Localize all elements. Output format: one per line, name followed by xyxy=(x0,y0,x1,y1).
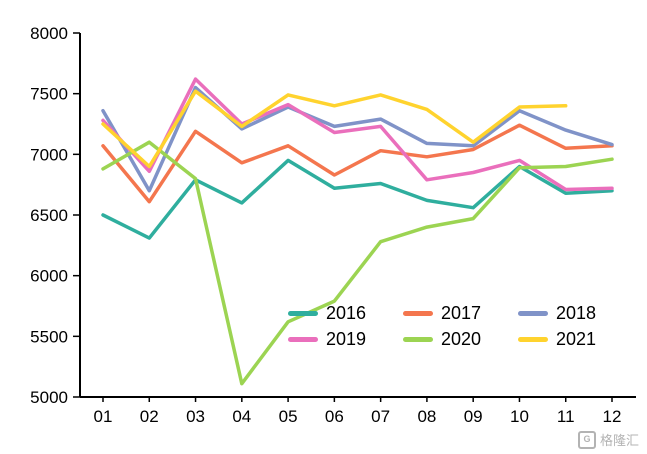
legend-swatch-2019 xyxy=(288,336,318,342)
x-axis-tick-label: 05 xyxy=(279,407,298,426)
legend-label-2019: 2019 xyxy=(326,329,367,349)
x-axis-tick-label: 10 xyxy=(510,407,529,426)
legend-swatch-2021 xyxy=(518,336,548,342)
x-axis-tick-label: 12 xyxy=(603,407,622,426)
x-axis-tick-label: 02 xyxy=(140,407,159,426)
legend-item-2017: 2017 xyxy=(403,304,518,322)
x-axis-tick-label: 06 xyxy=(325,407,344,426)
x-axis-tick-label: 09 xyxy=(464,407,483,426)
watermark: G 格隆汇 xyxy=(577,430,639,449)
watermark-text: 格隆汇 xyxy=(599,433,639,448)
y-axis-tick-label: 6000 xyxy=(30,267,68,286)
legend-label-2021: 2021 xyxy=(556,329,597,349)
series-line-2016 xyxy=(101,158,614,240)
legend-swatch-2020 xyxy=(403,336,433,342)
legend-label-2016: 2016 xyxy=(326,303,367,323)
legend-item-2018: 2018 xyxy=(518,304,633,322)
watermark-logo-icon: G xyxy=(577,430,596,449)
y-axis-tick-label: 8000 xyxy=(30,24,68,43)
series-line-2020 xyxy=(101,140,614,386)
x-axis-tick-label: 01 xyxy=(94,407,113,426)
legend-item-2019: 2019 xyxy=(288,330,403,348)
legend-swatch-2017 xyxy=(403,310,433,316)
legend-swatch-2016 xyxy=(288,310,318,316)
chart-legend: 2016 2017 2018 2019 2020 2021 xyxy=(288,304,638,348)
legend-label-2018: 2018 xyxy=(556,303,597,323)
legend-item-2016: 2016 xyxy=(288,304,403,322)
y-axis-tick-label: 7000 xyxy=(30,145,68,164)
series-line-2017 xyxy=(101,123,614,204)
legend-swatch-2018 xyxy=(518,310,548,316)
series-line-2021 xyxy=(101,89,568,169)
x-axis-tick-label: 03 xyxy=(186,407,205,426)
legend-label-2020: 2020 xyxy=(441,329,482,349)
x-axis-tick-label: 07 xyxy=(371,407,390,426)
legend-label-2017: 2017 xyxy=(441,303,482,323)
y-axis-tick-label: 5500 xyxy=(30,327,68,346)
x-axis-tick-label: 08 xyxy=(417,407,436,426)
x-axis-tick-label: 11 xyxy=(557,407,575,426)
y-axis-tick-label: 7500 xyxy=(30,85,68,104)
legend-item-2020: 2020 xyxy=(403,330,518,348)
series-line-2019 xyxy=(101,77,614,192)
x-axis-tick-label: 04 xyxy=(232,407,251,426)
y-axis-tick-label: 5000 xyxy=(30,388,68,407)
y-axis-tick-label: 6500 xyxy=(30,206,68,225)
legend-item-2021: 2021 xyxy=(518,330,633,348)
